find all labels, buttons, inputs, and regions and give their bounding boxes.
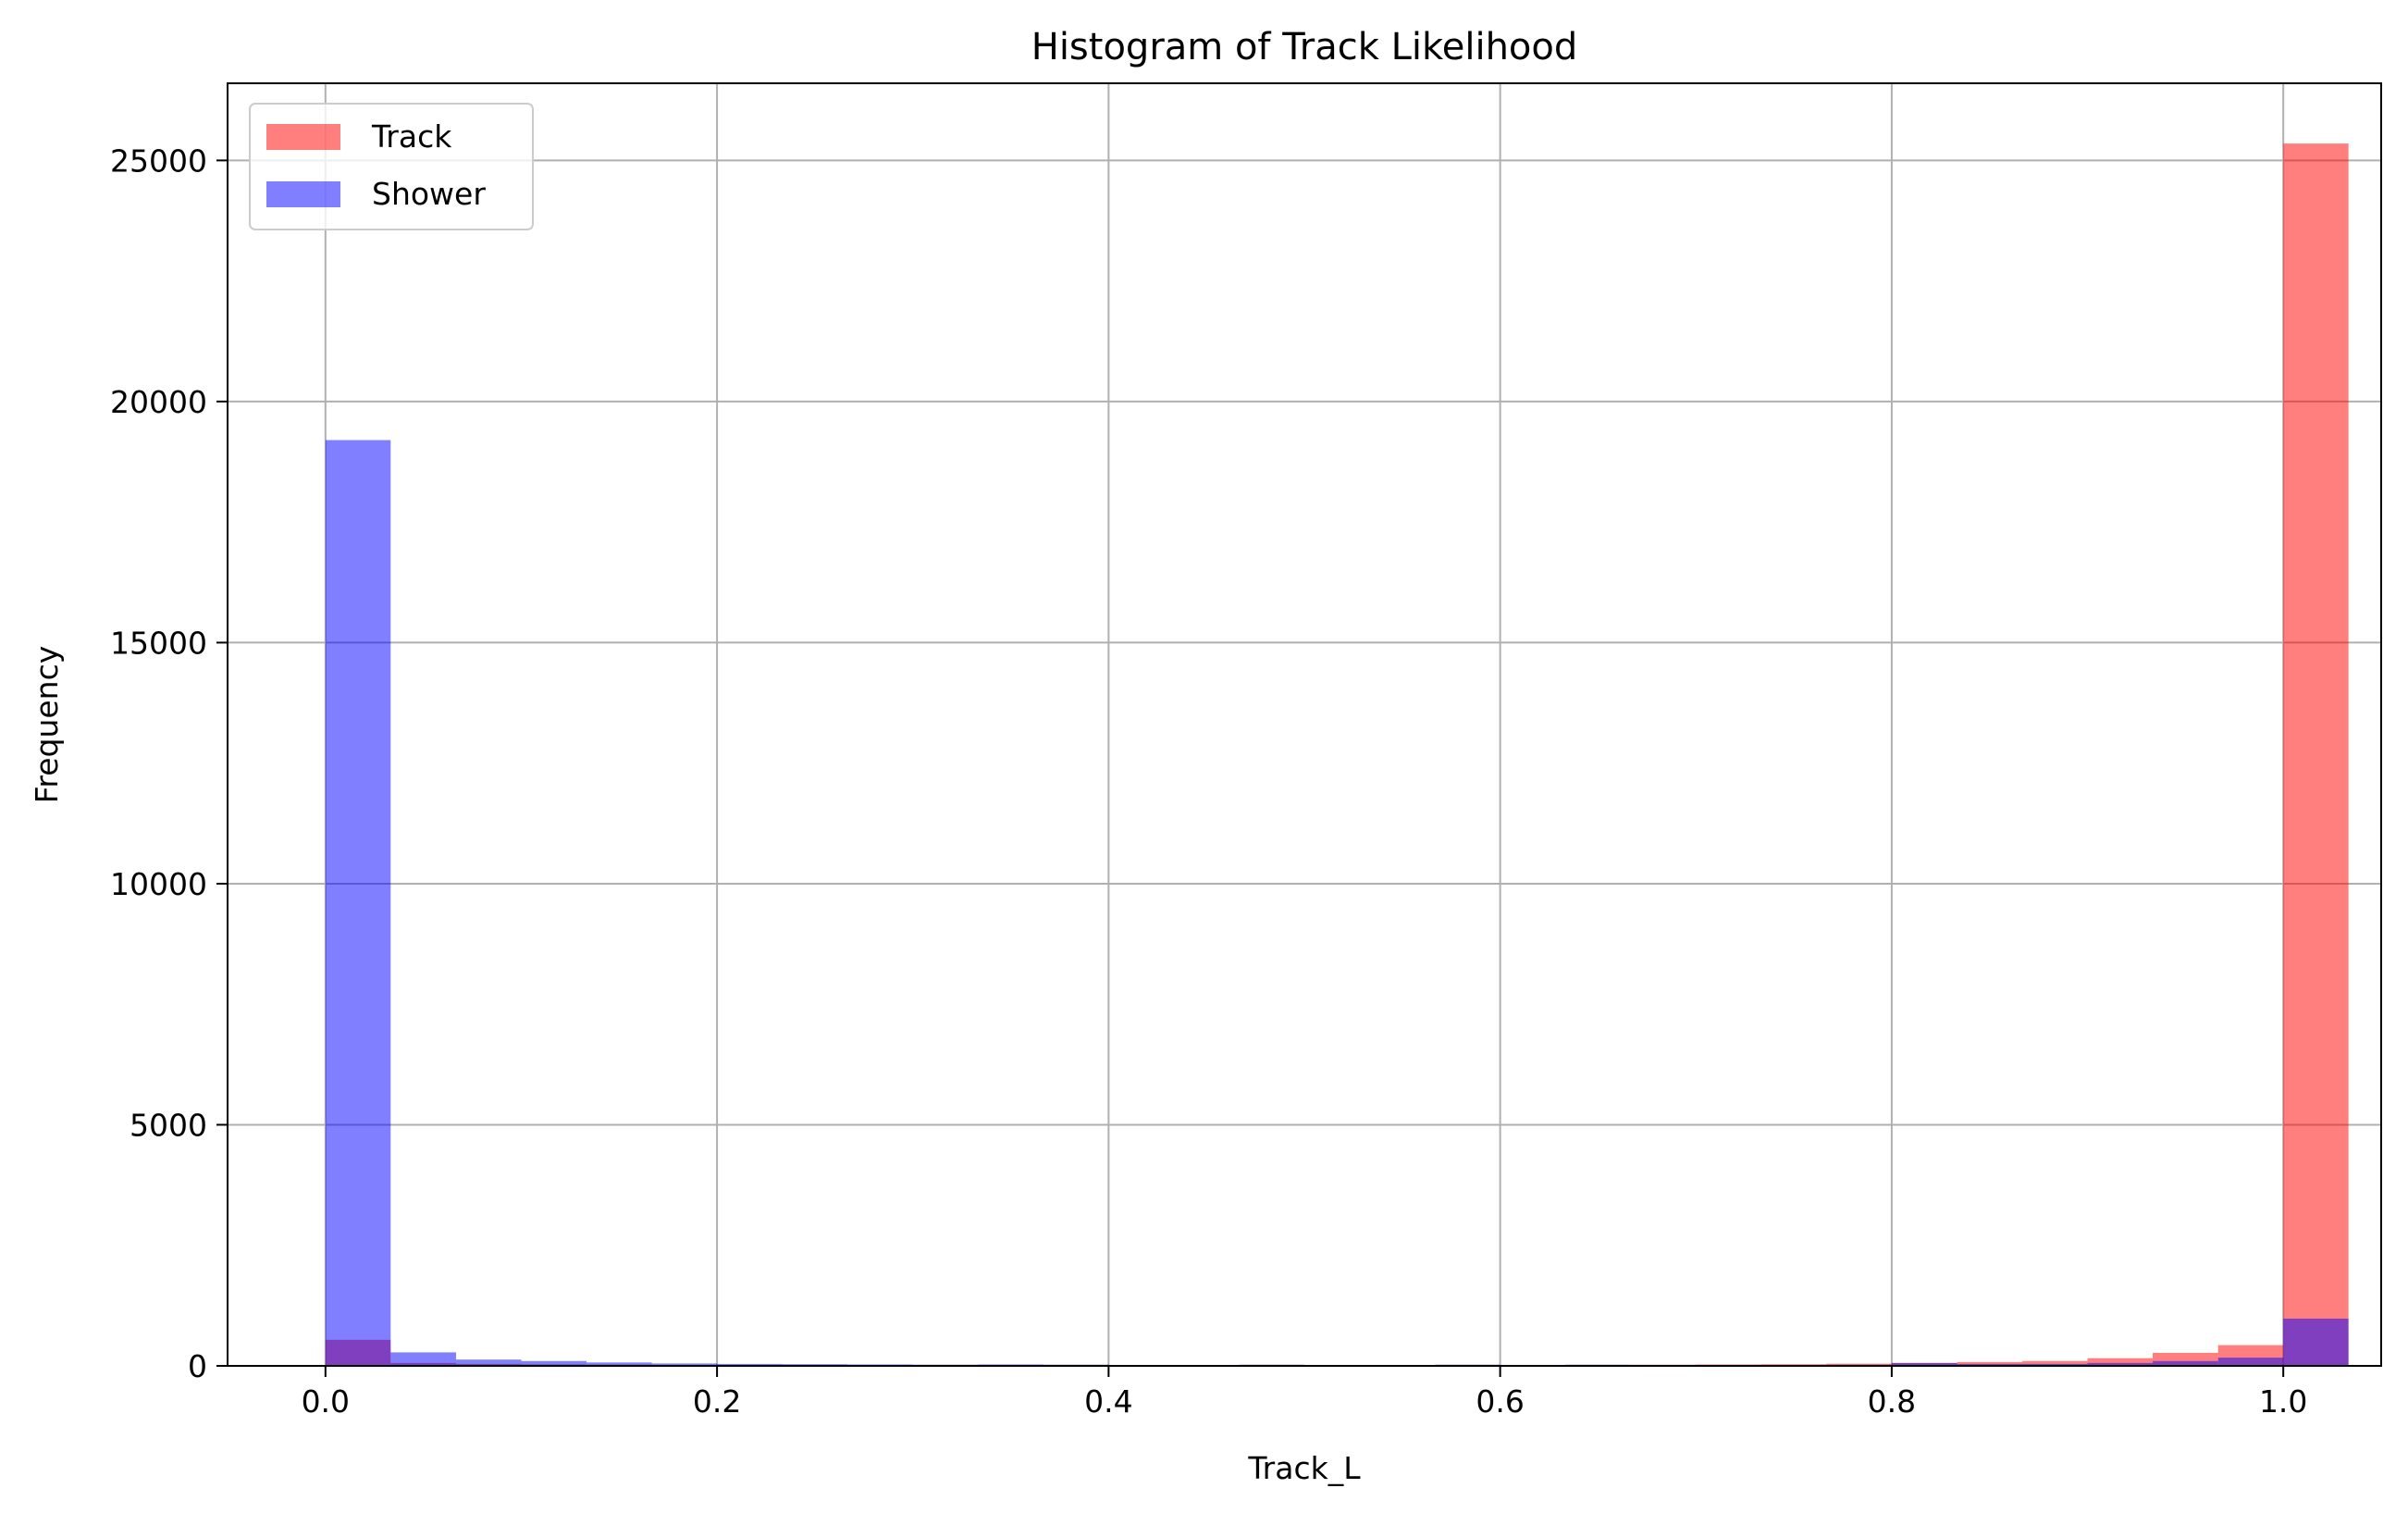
x-tick-label: 0.0: [302, 1383, 350, 1420]
shower-bar: [717, 1363, 783, 1366]
track-bar: [2087, 1358, 2154, 1366]
x-tick-label: 0.6: [1476, 1383, 1524, 1420]
shower-bar: [1957, 1363, 2023, 1366]
y-tick-label: 20000: [110, 384, 207, 420]
x-tick-label: 0.2: [693, 1383, 741, 1420]
track-bar: [2283, 143, 2349, 1366]
legend-label-track: Track: [371, 118, 452, 155]
y-tick-label: 5000: [130, 1107, 207, 1143]
shower-bar: [2022, 1363, 2088, 1366]
shower-bar: [521, 1360, 587, 1366]
legend: Track Shower: [249, 103, 534, 230]
y-tick-label: 25000: [110, 143, 207, 179]
shower-bar: [2087, 1362, 2154, 1366]
plot-frame: [227, 82, 2382, 1367]
x-tick-label: 1.0: [2259, 1383, 2307, 1420]
axis-ticks: 0.0 0.2 0.4 0.6 0.8 1.0 0 5000 10000 15000 20000 25…: [110, 143, 2307, 1420]
shower-bar: [1891, 1362, 1957, 1366]
y-axis-label: Frequency: [29, 646, 65, 803]
legend-label-shower: Shower: [372, 176, 486, 212]
x-axis-label: Track_L: [1247, 1450, 1361, 1486]
legend-swatch-shower: [266, 181, 340, 207]
x-tick-label: 0.8: [1868, 1383, 1916, 1420]
shower-bar: [2217, 1358, 2284, 1366]
shower-bar: [325, 440, 391, 1366]
shower-bar: [455, 1359, 522, 1366]
shower-bar: [2283, 1318, 2349, 1366]
track-bar: [2022, 1360, 2088, 1366]
shower-bar: [2153, 1360, 2218, 1366]
legend-swatch-track: [266, 124, 340, 150]
shower-bar: [390, 1352, 456, 1366]
y-tick-label: 10000: [110, 866, 207, 902]
x-tick-label: 0.4: [1084, 1383, 1132, 1420]
y-tick-label: 15000: [110, 625, 207, 661]
shower-bar: [651, 1363, 718, 1366]
chart-title: Histogram of Track Likelihood: [1031, 26, 1578, 68]
y-tick-label: 0: [188, 1348, 207, 1384]
shower-bar: [586, 1362, 652, 1366]
